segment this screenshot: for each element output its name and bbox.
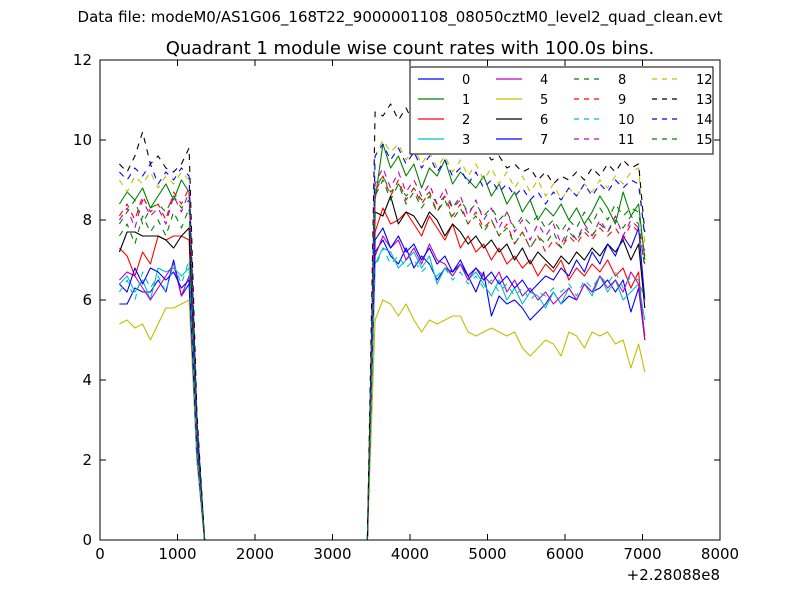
y-tick-label: 10 xyxy=(73,131,92,149)
chart-title: Quadrant 1 module wise count rates with … xyxy=(166,38,655,59)
legend-label: 6 xyxy=(540,113,548,128)
series-line-2 xyxy=(119,207,646,541)
legend-label: 9 xyxy=(618,93,626,108)
series-line-6 xyxy=(118,195,646,541)
y-tick-label: 6 xyxy=(82,291,92,309)
legend-label: 1 xyxy=(462,93,470,108)
x-tick-label: 6000 xyxy=(546,545,584,563)
x-tick-label: 0 xyxy=(95,545,105,563)
series-line-5 xyxy=(119,299,646,541)
series-line-12 xyxy=(118,139,646,541)
series-line-7 xyxy=(119,227,646,541)
legend-label: 14 xyxy=(696,113,713,128)
x-tick-label: 5000 xyxy=(468,545,506,563)
legend-label: 15 xyxy=(696,133,713,148)
x-tick-label: 4000 xyxy=(391,545,429,563)
plot-lines xyxy=(118,103,646,541)
series-line-8 xyxy=(118,175,646,541)
x-tick-label: 8000 xyxy=(701,545,739,563)
y-tick-label: 12 xyxy=(73,51,92,69)
y-tick-label: 8 xyxy=(82,211,92,229)
series-line-0 xyxy=(119,239,646,541)
legend-label: 10 xyxy=(618,113,635,128)
y-tick-label: 2 xyxy=(82,451,92,469)
series-line-11 xyxy=(118,167,646,541)
x-tick-label: 1000 xyxy=(158,545,196,563)
series-line-3 xyxy=(119,247,646,541)
series-line-4 xyxy=(119,235,646,541)
series-line-10 xyxy=(118,247,646,541)
legend-label: 7 xyxy=(540,133,548,148)
legend-label: 8 xyxy=(618,73,626,88)
series-line-14 xyxy=(119,143,646,541)
series-line-15 xyxy=(118,179,646,541)
y-tick-label: 4 xyxy=(82,371,92,389)
legend-label: 4 xyxy=(540,73,548,88)
x-tick-label: 2000 xyxy=(236,545,274,563)
legend-label: 13 xyxy=(696,93,713,108)
x-offset-label: +2.28088e8 xyxy=(627,566,720,584)
legend-label: 12 xyxy=(696,73,713,88)
legend-label: 5 xyxy=(540,93,548,108)
legend-label: 2 xyxy=(462,113,470,128)
legend-label: 0 xyxy=(462,73,470,88)
legend-label: 3 xyxy=(462,133,470,148)
y-tick-label: 0 xyxy=(82,531,92,549)
data-file-title: Data file: modeM0/AS1G06_168T22_90000011… xyxy=(77,8,723,26)
legend-label: 11 xyxy=(618,133,635,148)
x-tick-label: 7000 xyxy=(623,545,661,563)
legend-box xyxy=(409,66,714,155)
x-tick-label: 3000 xyxy=(313,545,351,563)
x-axis: 0 1000 2000 3000 4000 5000 6000 7000 8000 xyxy=(95,60,739,563)
series-line-9 xyxy=(118,175,646,541)
